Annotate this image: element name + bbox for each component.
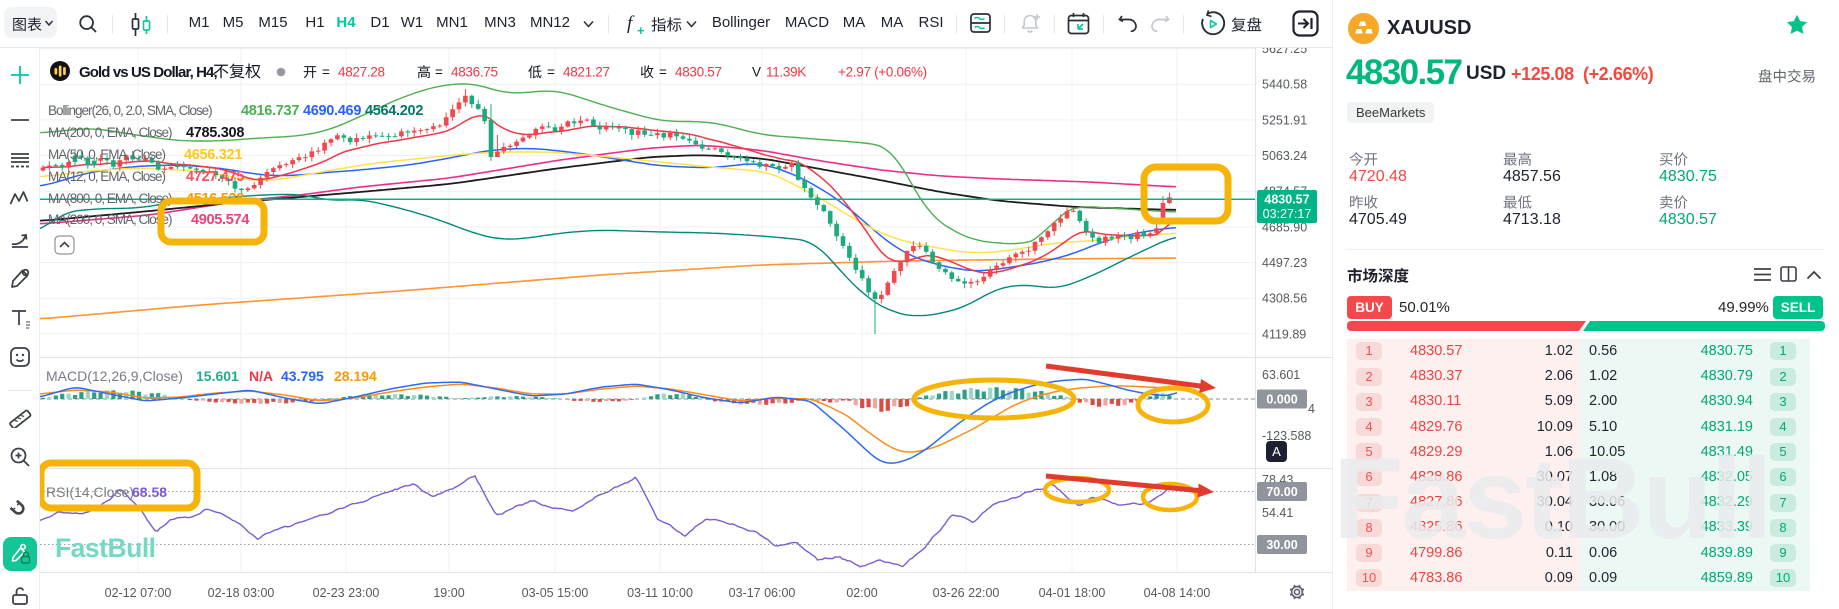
svg-text:4830.57: 4830.57 [675, 65, 722, 80]
svg-text:MA(800, 0, EMA, Close): MA(800, 0, EMA, Close) [48, 191, 172, 206]
svg-text:5440.58: 5440.58 [1262, 78, 1307, 92]
svg-text:+: + [637, 23, 645, 36]
svg-text:V: V [752, 65, 761, 80]
svg-text:4821.27: 4821.27 [563, 65, 610, 80]
svg-text:4308.56: 4308.56 [1262, 292, 1307, 306]
svg-text:4119.89: 4119.89 [1262, 327, 1306, 341]
svg-text:4830.57: 4830.57 [1264, 193, 1309, 207]
svg-text:11.39K: 11.39K [766, 65, 806, 80]
svg-text:MA(200, 0, SMA, Close): MA(200, 0, SMA, Close) [48, 212, 172, 227]
svg-text:43.795: 43.795 [281, 368, 324, 384]
svg-text:MA(50, 0, EMA, Close): MA(50, 0, EMA, Close) [48, 147, 166, 162]
svg-text:f: f [627, 13, 635, 34]
svg-text:A: A [1272, 444, 1281, 459]
svg-text:02-12 07:00: 02-12 07:00 [105, 586, 172, 600]
svg-text:02-18 03:00: 02-18 03:00 [208, 586, 275, 600]
svg-text:4690.469: 4690.469 [303, 103, 361, 119]
svg-text:4497.23: 4497.23 [1262, 256, 1307, 270]
svg-text:4836.75: 4836.75 [451, 65, 498, 80]
svg-text:4656.321: 4656.321 [184, 147, 242, 163]
svg-text:Gold vs US Dollar, H4,: Gold vs US Dollar, H4, [79, 64, 217, 81]
svg-text:=: = [547, 65, 555, 80]
svg-text:63.601: 63.601 [1262, 368, 1300, 382]
svg-text:54.41: 54.41 [1262, 506, 1293, 520]
svg-text:=: = [435, 65, 443, 80]
svg-text:02:00: 02:00 [846, 586, 877, 600]
svg-text:4: 4 [1308, 402, 1315, 416]
svg-text:04-01 18:00: 04-01 18:00 [1039, 586, 1106, 600]
svg-text:03-26 22:00: 03-26 22:00 [933, 586, 1000, 600]
svg-text:+2.97 (+0.06%): +2.97 (+0.06%) [838, 65, 927, 80]
svg-text:-123.588: -123.588 [1262, 429, 1311, 443]
svg-text:02-23 23:00: 02-23 23:00 [313, 586, 380, 600]
svg-text:70.00: 70.00 [1266, 485, 1297, 499]
svg-text:03:27:17: 03:27:17 [1263, 207, 1312, 221]
svg-text:Bollinger(26, 0, 2.0, SMA, Clo: Bollinger(26, 0, 2.0, SMA, Close) [48, 103, 212, 118]
svg-text:28.194: 28.194 [334, 368, 377, 384]
svg-text:03-17 06:00: 03-17 06:00 [729, 586, 796, 600]
svg-text:=: = [659, 65, 667, 80]
svg-text:5063.24: 5063.24 [1262, 149, 1307, 163]
svg-text:4785.308: 4785.308 [186, 125, 244, 141]
svg-text:15.601: 15.601 [196, 368, 239, 384]
svg-text:5251.91: 5251.91 [1262, 113, 1307, 127]
svg-text:MA(12, 0, EMA, Close): MA(12, 0, EMA, Close) [48, 169, 166, 184]
svg-text:4816.737: 4816.737 [241, 103, 299, 119]
svg-text:04-08 14:00: 04-08 14:00 [1144, 586, 1211, 600]
svg-text:0.000: 0.000 [1266, 393, 1297, 407]
svg-text:=: = [322, 65, 330, 80]
svg-text:5627.25: 5627.25 [1262, 48, 1307, 56]
svg-text:MACD(12,26,9,Close): MACD(12,26,9,Close) [46, 368, 183, 384]
svg-text:MA(200, 0, EMA, Close): MA(200, 0, EMA, Close) [48, 125, 172, 140]
svg-text:30.00: 30.00 [1266, 538, 1297, 552]
svg-text:4685.90: 4685.90 [1262, 220, 1307, 234]
svg-text:19:00: 19:00 [433, 586, 464, 600]
svg-text:03-11 10:00: 03-11 10:00 [627, 586, 693, 600]
svg-text:FastBull: FastBull [55, 533, 156, 563]
svg-text:4905.574: 4905.574 [191, 212, 249, 228]
svg-text:03-05 15:00: 03-05 15:00 [522, 586, 589, 600]
svg-text:N/A: N/A [249, 368, 273, 384]
svg-text:4564.202: 4564.202 [365, 103, 423, 119]
svg-text:4827.28: 4827.28 [338, 65, 385, 80]
svg-text:4727.475: 4727.475 [186, 169, 244, 185]
svg-text:RSI(14,Close): RSI(14,Close) [46, 484, 134, 500]
svg-text:68.58: 68.58 [132, 484, 167, 500]
